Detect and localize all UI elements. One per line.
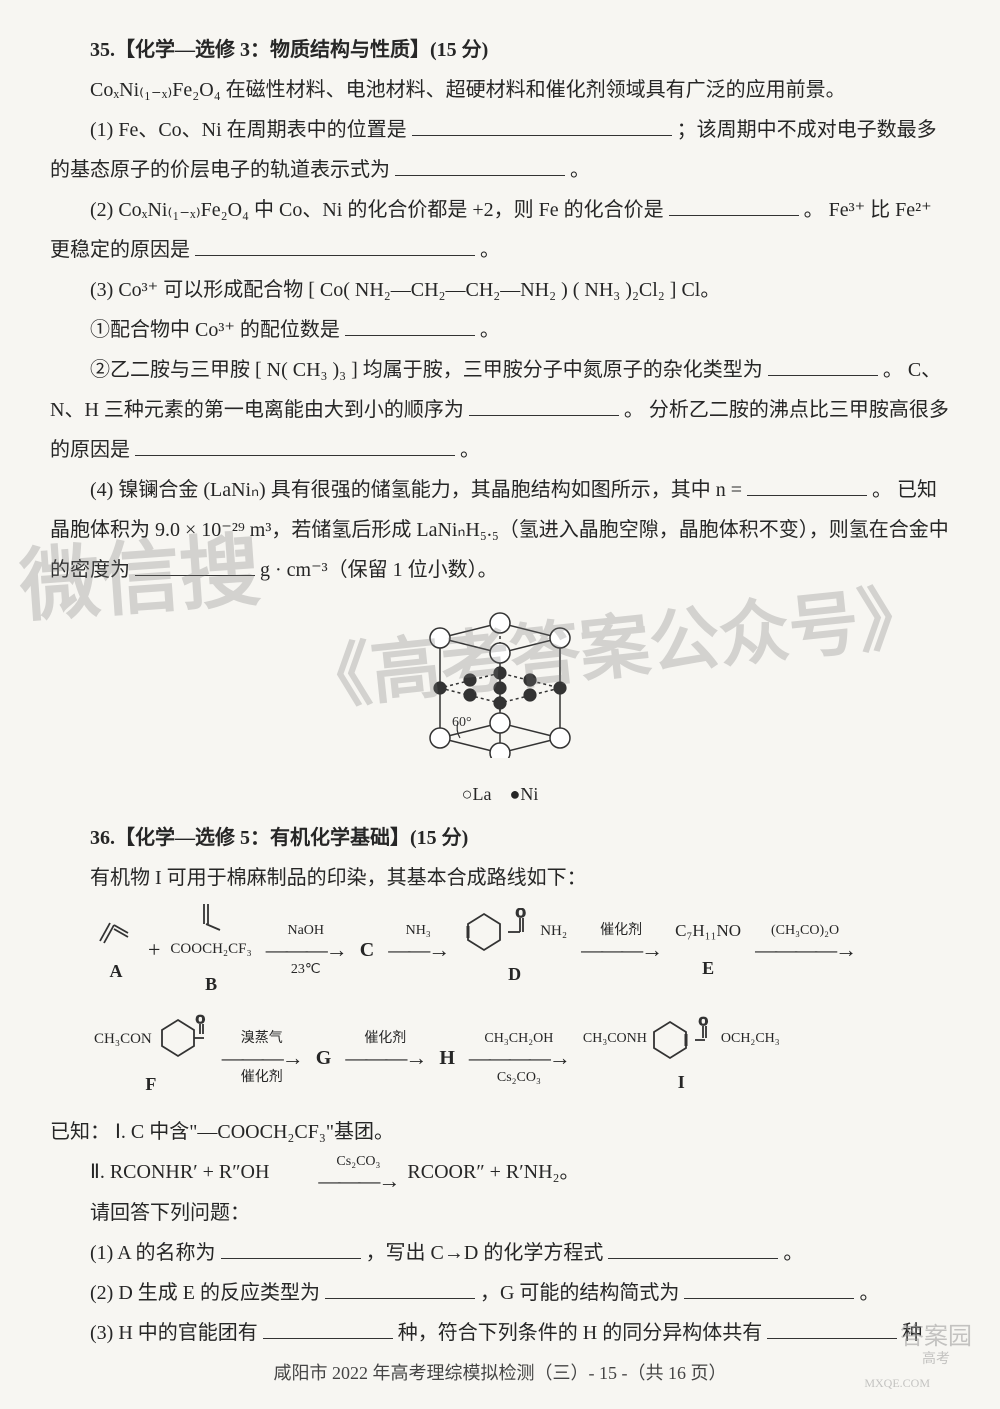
arrow-G-H: 催化剂 ———→	[345, 1031, 425, 1086]
blank-36-2a	[325, 1276, 475, 1299]
mol-I: CH₃CONH O OCH₂CH₃ I	[583, 1016, 780, 1100]
q35-p1-a: (1) Fe、Co、Ni 在周期表中的位置是	[90, 119, 407, 141]
q36-q1: (1) A 的名称为 ，写出 C→D 的化学方程式 。	[50, 1233, 950, 1273]
blank-35-32a	[768, 353, 878, 376]
blank-35-32b	[469, 393, 619, 416]
label-A: A	[110, 953, 123, 989]
q35-p32-a: ②乙二胺与三甲胺 [ N( CH₃ )₃ ] 均属于胺，三甲胺分子中氮原子的杂化…	[90, 359, 763, 381]
known-1: Ⅰ. C 中含"—COOCH₂CF₃"基团。	[115, 1121, 394, 1143]
q35-p4-a: (4) 镍镧合金 (LaNiₙ) 具有很强的储氢能力，其晶胞结构如图所示，其中 …	[90, 479, 742, 501]
label-E: E	[702, 950, 714, 986]
q35-part1: (1) Fe、Co、Ni 在周期表中的位置是 ；该周期中不成对电子数最多的基态原…	[50, 110, 950, 190]
arrow-H-I: CH₃CH₂OH ————→ Cs₂CO₃	[469, 1031, 569, 1086]
q36q1-a: (1) A 的名称为	[90, 1242, 216, 1264]
svg-text:O: O	[516, 908, 525, 920]
blank-35-2b	[195, 233, 475, 256]
mol-F: CH₃CON O F	[94, 1014, 208, 1102]
known2-b: RCOOR″ + R′NH₂。	[407, 1161, 579, 1183]
q36-q3: (3) H 中的官能团有 种，符合下列条件的 H 的同分异构体共有 种	[50, 1313, 950, 1353]
label-I: I	[678, 1064, 685, 1100]
svg-text:O: O	[196, 1014, 205, 1026]
crystal-diagram: 60° ○La ●Ni	[50, 598, 950, 812]
blank-36-3b	[767, 1316, 897, 1339]
known2-a: Ⅱ. RCONHR′ + R″OH	[90, 1161, 274, 1183]
blank-35-2a	[669, 193, 799, 216]
q35-part3-2: ②乙二胺与三甲胺 [ N( CH₃ )₃ ] 均属于胺，三甲胺分子中氮原子的杂化…	[50, 350, 950, 470]
q36q2-b: ，G 可能的结构简式为	[480, 1282, 679, 1304]
blank-36-2b	[684, 1276, 854, 1299]
q35-p31-end: 。	[480, 319, 500, 341]
q35-p2-a: (2) CoₓNi₍₁₋ₓ₎Fe₂O₄ 中 Co、Ni 的化合价都是 +2，则 …	[90, 199, 664, 221]
arrow-C-D: NH₃ ——→	[388, 923, 448, 978]
footer-logo: MXQE.COM	[864, 1371, 930, 1395]
label-D: D	[508, 956, 521, 992]
mol-G: G	[316, 1038, 332, 1078]
blank-35-32c	[135, 433, 455, 456]
page-footer: 咸阳市 2022 年高考理综模拟检测（三）- 15 -（共 16 页）	[0, 1355, 1000, 1391]
angle-label: 60°	[452, 715, 472, 730]
blank-35-1a	[412, 113, 672, 136]
crystal-caption: ○La ●Ni	[50, 776, 950, 812]
legend-ni: ●Ni	[509, 784, 538, 804]
reaction-line-2: CH₃CON O F 溴蒸气 ———→ 催化剂 G 催化剂 ———→ H	[90, 1014, 950, 1102]
q36q3-b: 种，符合下列条件的 H 的同分异构体共有	[398, 1322, 762, 1344]
q35-part3-1: ①配合物中 Co³⁺ 的配位数是 。	[50, 310, 950, 350]
mol-E: C₇H₁₁NO E	[675, 914, 741, 986]
label-B: B	[205, 966, 217, 1002]
blank-35-1b	[395, 153, 565, 176]
blank-35-4b	[135, 553, 255, 576]
mol-B: COOCH₂CF₃ B	[170, 898, 251, 1002]
q35-p1-end: 。	[570, 159, 590, 181]
q35-title: 35.【化学—选修 3：物质结构与性质】(15 分)	[50, 30, 950, 70]
known-label: 已知：	[50, 1121, 110, 1143]
blank-36-1a	[221, 1236, 361, 1259]
blank-36-1b	[608, 1236, 778, 1259]
blank-36-3a	[263, 1316, 393, 1339]
q35-part2: (2) CoₓNi₍₁₋ₓ₎Fe₂O₄ 中 Co、Ni 的化合价都是 +2，则 …	[50, 190, 950, 270]
arrow-D-E: 催化剂 ———→	[581, 923, 661, 978]
q35-p4-c: g · cm⁻³（保留 1 位小数）。	[260, 559, 498, 581]
q36-known2: Ⅱ. RCONHR′ + R″OH Cs₂CO₃ ———→ RCOOR″ + R…	[50, 1152, 950, 1193]
q36-q2: (2) D 生成 E 的反应类型为 ，G 可能的结构简式为 。	[50, 1273, 950, 1313]
q35-p2-end: 。	[480, 239, 500, 261]
q35-part4: (4) 镍镧合金 (LaNiₙ) 具有很强的储氢能力，其晶胞结构如图所示，其中 …	[50, 470, 950, 590]
q36q3-a: (3) H 中的官能团有	[90, 1322, 258, 1344]
q35-p31-a: ①配合物中 Co³⁺ 的配位数是	[90, 319, 340, 341]
arrow-E-F: (CH₃CO)₂O ————→	[755, 923, 855, 978]
svg-text:O: O	[699, 1016, 708, 1028]
arrow-AB-C: NaOH ———→ 23℃	[266, 923, 346, 978]
mol-C: C	[360, 930, 374, 970]
q35-intro: CoₓNi₍₁₋ₓ₎Fe₂O₄ 在磁性材料、电池材料、超硬材料和催化剂领域具有广…	[50, 70, 950, 110]
q35-p32-end: 。	[883, 359, 903, 381]
q36-ask: 请回答下列问题：	[50, 1193, 950, 1233]
arrow-F-G: 溴蒸气 ———→ 催化剂	[222, 1031, 302, 1086]
reaction-line-1: A + COOCH₂CF₃ B NaOH ———→ 23℃ C NH₃ ——→	[90, 898, 950, 1002]
q36-title: 36.【化学—选修 5：有机化学基础】(15 分)	[50, 818, 950, 858]
blank-35-31	[345, 313, 475, 336]
q35-p32-d: 。	[460, 439, 480, 461]
mol-A: A	[94, 911, 138, 989]
q36q1-end: 。	[783, 1242, 803, 1264]
q36q2-a: (2) D 生成 E 的反应类型为	[90, 1282, 320, 1304]
q36-known: 已知： Ⅰ. C 中含"—COOCH₂CF₃"基团。	[50, 1112, 950, 1152]
label-F: F	[145, 1066, 156, 1102]
mol-D: O NH₂ D	[462, 908, 567, 992]
mol-H: H	[439, 1038, 455, 1078]
q36q2-end: 。	[859, 1282, 879, 1304]
legend-la: ○La	[462, 784, 492, 804]
q35-part3-intro: (3) Co³⁺ 可以形成配合物 [ Co( NH₂—CH₂—CH₂—NH₂ )…	[50, 270, 950, 310]
q36q1-b: ，写出 C→D 的化学方程式	[366, 1242, 604, 1264]
blank-35-4a	[747, 473, 867, 496]
B-formula: COOCH₂CF₃	[170, 934, 251, 964]
q36-intro: 有机物 I 可用于棉麻制品的印染，其基本合成路线如下：	[50, 858, 950, 898]
